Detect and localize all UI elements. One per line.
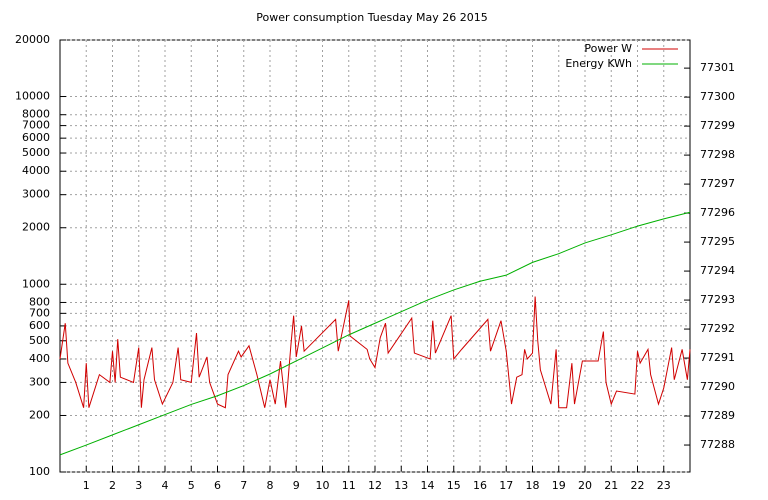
x-tick-label: 8 (267, 479, 274, 492)
x-tick-label: 1 (83, 479, 90, 492)
y-tick-label: 2000 (22, 221, 50, 234)
x-tick-label: 14 (421, 479, 435, 492)
x-tick-label: 11 (342, 479, 356, 492)
y-tick-label: 100 (29, 465, 50, 478)
x-tick-label: 19 (552, 479, 566, 492)
x-tick-label: 9 (293, 479, 300, 492)
y2-tick-label: 77293 (700, 293, 735, 306)
x-tick-label: 7 (240, 479, 247, 492)
y2-tick-label: 77289 (700, 409, 735, 422)
x-tick-label: 12 (368, 479, 382, 492)
y-tick-label: 300 (29, 375, 50, 388)
x-tick-label: 6 (214, 479, 221, 492)
x-tick-label: 4 (162, 479, 169, 492)
y2-tick-label: 77294 (700, 264, 735, 277)
y2-tick-label: 77301 (700, 61, 735, 74)
x-tick-label: 20 (578, 479, 592, 492)
y-tick-label: 4000 (22, 164, 50, 177)
x-tick-label: 2 (109, 479, 116, 492)
y2-tick-label: 77299 (700, 119, 735, 132)
y2-tick-label: 77297 (700, 177, 735, 190)
x-tick-label: 10 (316, 479, 330, 492)
y-tick-label: 800 (29, 295, 50, 308)
y-tick-label: 5000 (22, 146, 50, 159)
y2-tick-label: 77295 (700, 235, 735, 248)
y2-tick-label: 77292 (700, 322, 735, 335)
y-tick-label: 20000 (15, 33, 50, 46)
legend-label: Energy KWh (565, 57, 632, 70)
x-tick-label: 5 (188, 479, 195, 492)
y-tick-label: 400 (29, 352, 50, 365)
x-tick-label: 13 (394, 479, 408, 492)
y-tick-label: 6000 (22, 131, 50, 144)
y-tick-label: 700 (29, 306, 50, 319)
y2-tick-label: 77298 (700, 148, 735, 161)
x-tick-label: 3 (135, 479, 142, 492)
y-tick-label: 500 (29, 334, 50, 347)
y-tick-label: 200 (29, 408, 50, 421)
x-tick-label: 18 (526, 479, 540, 492)
y-tick-label: 3000 (22, 188, 50, 201)
x-tick-label: 23 (657, 479, 671, 492)
y-tick-label: 8000 (22, 108, 50, 121)
x-tick-label: 15 (447, 479, 461, 492)
y-tick-label: 7000 (22, 119, 50, 132)
x-tick-label: 22 (631, 479, 645, 492)
y2-tick-label: 77288 (700, 438, 735, 451)
y2-tick-label: 77296 (700, 206, 735, 219)
y-tick-label: 10000 (15, 90, 50, 103)
x-tick-label: 21 (604, 479, 618, 492)
y2-tick-label: 77291 (700, 351, 735, 364)
chart-title: Power consumption Tuesday May 26 2015 (256, 11, 487, 24)
x-tick-label: 17 (499, 479, 513, 492)
series-line (59, 211, 691, 456)
series-line (59, 296, 691, 409)
legend-label: Power W (584, 42, 632, 55)
y2-tick-label: 77300 (700, 90, 735, 103)
x-tick-label: 16 (473, 479, 487, 492)
y-tick-label: 600 (29, 319, 50, 332)
y-tick-label: 1000 (22, 277, 50, 290)
y2-tick-label: 77290 (700, 380, 735, 393)
